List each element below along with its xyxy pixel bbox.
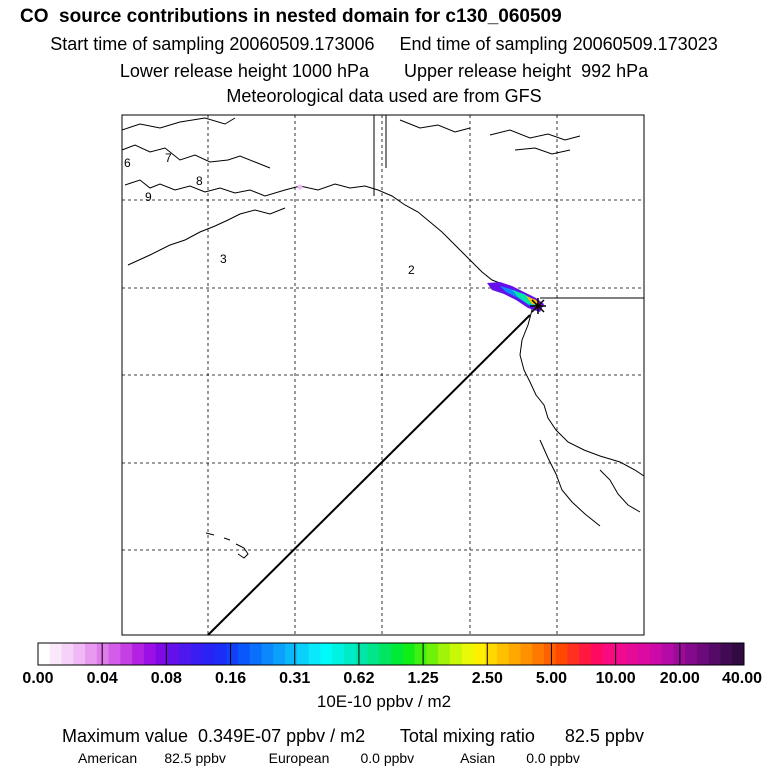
coastlines — [121, 115, 645, 559]
colorbar-units: 10E-10 ppbv / m2 — [316, 692, 452, 711]
colorbar-tick-label: 1.25 — [407, 670, 439, 687]
colorbar-swatch — [273, 643, 286, 665]
colorbar-swatch — [308, 643, 321, 665]
region-label-2: 2 — [408, 263, 415, 277]
max-value-and-total: Maximum value 0.349E-07 ppbv / m2 Total … — [62, 726, 644, 746]
colorbar-swatch — [685, 643, 698, 665]
colorbar-swatch — [296, 643, 310, 665]
colorbar-swatch — [720, 643, 733, 665]
colorbar-swatch — [367, 643, 380, 665]
trajectory-path — [207, 314, 531, 636]
colorbar-tick-label: 2.50 — [471, 670, 503, 687]
colorbar-tick-label: 40.00 — [721, 670, 763, 687]
colorbar-swatch — [638, 643, 651, 665]
region-label-8: 8 — [196, 174, 203, 188]
colorbar-swatch — [155, 643, 168, 665]
colorbar-tick-label: 0.04 — [86, 670, 118, 687]
colorbar-swatch — [320, 643, 333, 665]
colorbar-tick-label: 0.08 — [150, 670, 182, 687]
colorbar-swatch — [96, 643, 109, 665]
colorbar-swatch — [226, 643, 239, 665]
colorbar-swatch — [614, 643, 627, 665]
colorbar-swatch — [120, 643, 133, 665]
colorbar — [37, 643, 745, 665]
colorbar-swatch — [520, 643, 533, 665]
colorbar-swatch — [73, 643, 86, 665]
region-label-9: 9 — [145, 190, 152, 204]
colorbar-swatch — [167, 643, 180, 665]
colorbar-swatch — [532, 643, 545, 665]
colorbar-swatch — [567, 643, 580, 665]
colorbar-swatch — [661, 643, 674, 665]
colorbar-swatch — [332, 643, 345, 665]
regional-contributions: American 82.5 ppbv European 0.0 ppbv Asi… — [78, 750, 580, 766]
colorbar-swatch — [649, 643, 663, 665]
release-point-marker — [530, 298, 546, 314]
source-plume — [297, 184, 544, 312]
colorbar-swatch — [732, 643, 745, 665]
colorbar-swatch — [132, 643, 145, 665]
colorbar-swatch — [496, 643, 510, 665]
map-grid — [122, 115, 644, 635]
colorbar-tick-label: 0.16 — [214, 670, 247, 687]
colorbar-swatch — [449, 643, 462, 665]
colorbar-swatch — [696, 643, 710, 665]
colorbar-swatch — [49, 643, 62, 665]
colorbar-swatch — [249, 643, 262, 665]
colorbar-swatch — [602, 643, 615, 665]
colorbar-tick-label: 0.00 — [22, 670, 54, 687]
region-label-6: 6 — [124, 156, 131, 170]
colorbar-swatch — [202, 643, 215, 665]
colorbar-swatch — [438, 643, 451, 665]
sampling-times: Start time of sampling 20060509.173006 E… — [50, 34, 718, 54]
colorbar-swatch — [285, 643, 298, 665]
colorbar-tick-label: 5.00 — [535, 670, 568, 687]
colorbar-swatch — [461, 643, 474, 665]
colorbar-swatch — [238, 643, 251, 665]
colorbar-tick-label: 20.00 — [659, 670, 700, 687]
colorbar-tick-label: 10.00 — [595, 670, 636, 687]
region-label-7: 7 — [165, 151, 172, 165]
met-data-source: Meteorological data used are from GFS — [226, 86, 542, 106]
colorbar-frame — [37, 642, 745, 666]
colorbar-swatch — [426, 643, 439, 665]
region-label-3: 3 — [220, 252, 227, 266]
colorbar-swatch — [555, 643, 568, 665]
colorbar-swatch — [579, 643, 592, 665]
colorbar-swatch — [261, 643, 274, 665]
colorbar-swatch — [379, 643, 392, 665]
colorbar-swatch — [343, 643, 357, 665]
colorbar-tick-label: 0.62 — [343, 670, 375, 687]
colorbar-swatch — [391, 643, 404, 665]
colorbar-swatch — [508, 643, 521, 665]
colorbar-swatch — [402, 643, 415, 665]
colorbar-swatch — [38, 643, 51, 665]
colorbar-swatch — [543, 643, 557, 665]
colorbar-swatch — [85, 643, 98, 665]
colorbar-swatch — [108, 643, 121, 665]
release-heights: Lower release height 1000 hPa Upper rele… — [119, 61, 649, 81]
colorbar-swatch — [591, 643, 604, 665]
colorbar-swatch — [473, 643, 486, 665]
colorbar-swatch — [708, 643, 721, 665]
colorbar-swatch — [626, 643, 639, 665]
colorbar-swatch — [214, 643, 227, 665]
colorbar-swatch — [61, 643, 74, 665]
map-title: CO source contributions in nested domain… — [20, 6, 562, 27]
colorbar-tick-label: 0.31 — [279, 670, 311, 687]
colorbar-swatch — [355, 643, 368, 665]
colorbar-swatch — [190, 643, 204, 665]
colorbar-swatch — [179, 643, 192, 665]
colorbar-swatch — [485, 643, 498, 665]
colorbar-swatch — [414, 643, 427, 665]
colorbar-swatch — [143, 643, 157, 665]
